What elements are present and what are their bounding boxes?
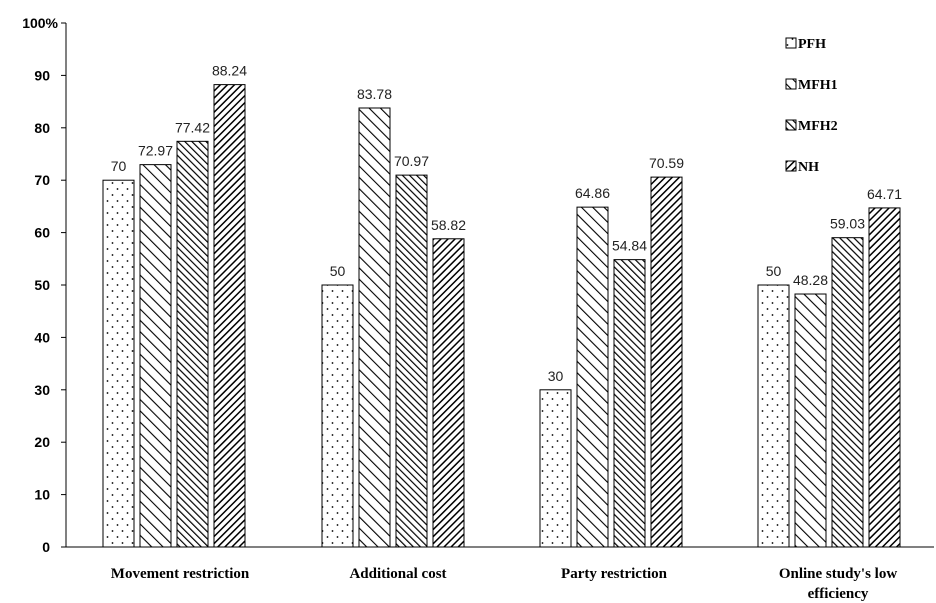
y-tick-label: 90 (34, 67, 50, 83)
bar-mfh1-3 (794, 293, 827, 548)
bar-mfh2-0 (176, 140, 209, 548)
legend-label: MFH2 (798, 119, 838, 134)
bar-nh-1 (432, 238, 465, 548)
data-label: 50 (766, 263, 782, 279)
bar-mfh2-2 (613, 259, 646, 548)
data-label: 58.82 (431, 217, 466, 233)
data-label: 48.28 (793, 272, 828, 288)
y-tick-label: 30 (34, 382, 50, 398)
bar-mfh1-2 (576, 206, 609, 548)
legend-swatch-nh (785, 160, 797, 172)
data-label: 83.78 (357, 86, 392, 102)
data-label: 72.97 (138, 143, 173, 159)
data-label: 50 (330, 263, 346, 279)
bar-mfh2-1 (395, 174, 428, 548)
data-label: 59.03 (830, 216, 865, 232)
data-label: 70 (111, 158, 127, 174)
data-label: 77.42 (175, 119, 210, 135)
data-label: 70.97 (394, 153, 429, 169)
x-category-label: Movement restriction (111, 566, 250, 582)
legend-swatch-pfh (785, 37, 797, 49)
y-tick-label: 80 (34, 120, 50, 136)
legend-swatch-mfh2 (785, 119, 797, 131)
y-axis: 0 10 20 30 40 50 60 70 80 90 100% (22, 15, 67, 555)
bar-pfh-2 (539, 389, 572, 548)
legend: PFH MFH1 MFH2 NH (785, 37, 838, 175)
bar-nh-2 (650, 176, 683, 548)
legend-swatch-mfh1 (785, 78, 797, 90)
y-tick-label: 60 (34, 225, 50, 241)
bar-mfh2-3 (831, 237, 864, 548)
bar-pfh-0 (102, 179, 135, 548)
y-tick-label: 40 (34, 329, 50, 345)
y-tick-label: 50 (34, 277, 50, 293)
bars-group (102, 84, 901, 548)
y-tick-label: 0 (42, 539, 50, 555)
y-axis-top-label: 100% (22, 15, 58, 31)
data-label: 64.86 (575, 185, 610, 201)
data-label: 54.84 (612, 238, 647, 254)
data-label: 70.59 (649, 155, 684, 171)
bar-pfh-3 (757, 284, 790, 548)
legend-label: PFH (798, 37, 826, 52)
x-category-label: Online study's low efficiency (779, 566, 898, 602)
legend-label: NH (798, 160, 819, 175)
y-tick-label: 10 (34, 487, 50, 503)
x-category-label: Additional cost (349, 566, 446, 582)
y-tick-label: 70 (34, 172, 50, 188)
bar-pfh-1 (321, 284, 354, 548)
data-label: 64.71 (867, 186, 902, 202)
bar-nh-0 (213, 84, 246, 548)
data-label: 88.24 (212, 63, 247, 79)
x-axis: Movement restriction Additional cost Party… (66, 546, 934, 602)
y-tick-label: 20 (34, 434, 50, 450)
data-label: 30 (548, 368, 564, 384)
x-category-label: Party restriction (561, 566, 668, 582)
bar-mfh1-0 (139, 164, 172, 548)
legend-label: MFH1 (798, 78, 838, 93)
bar-mfh1-1 (358, 107, 391, 548)
bar-nh-3 (868, 207, 901, 548)
